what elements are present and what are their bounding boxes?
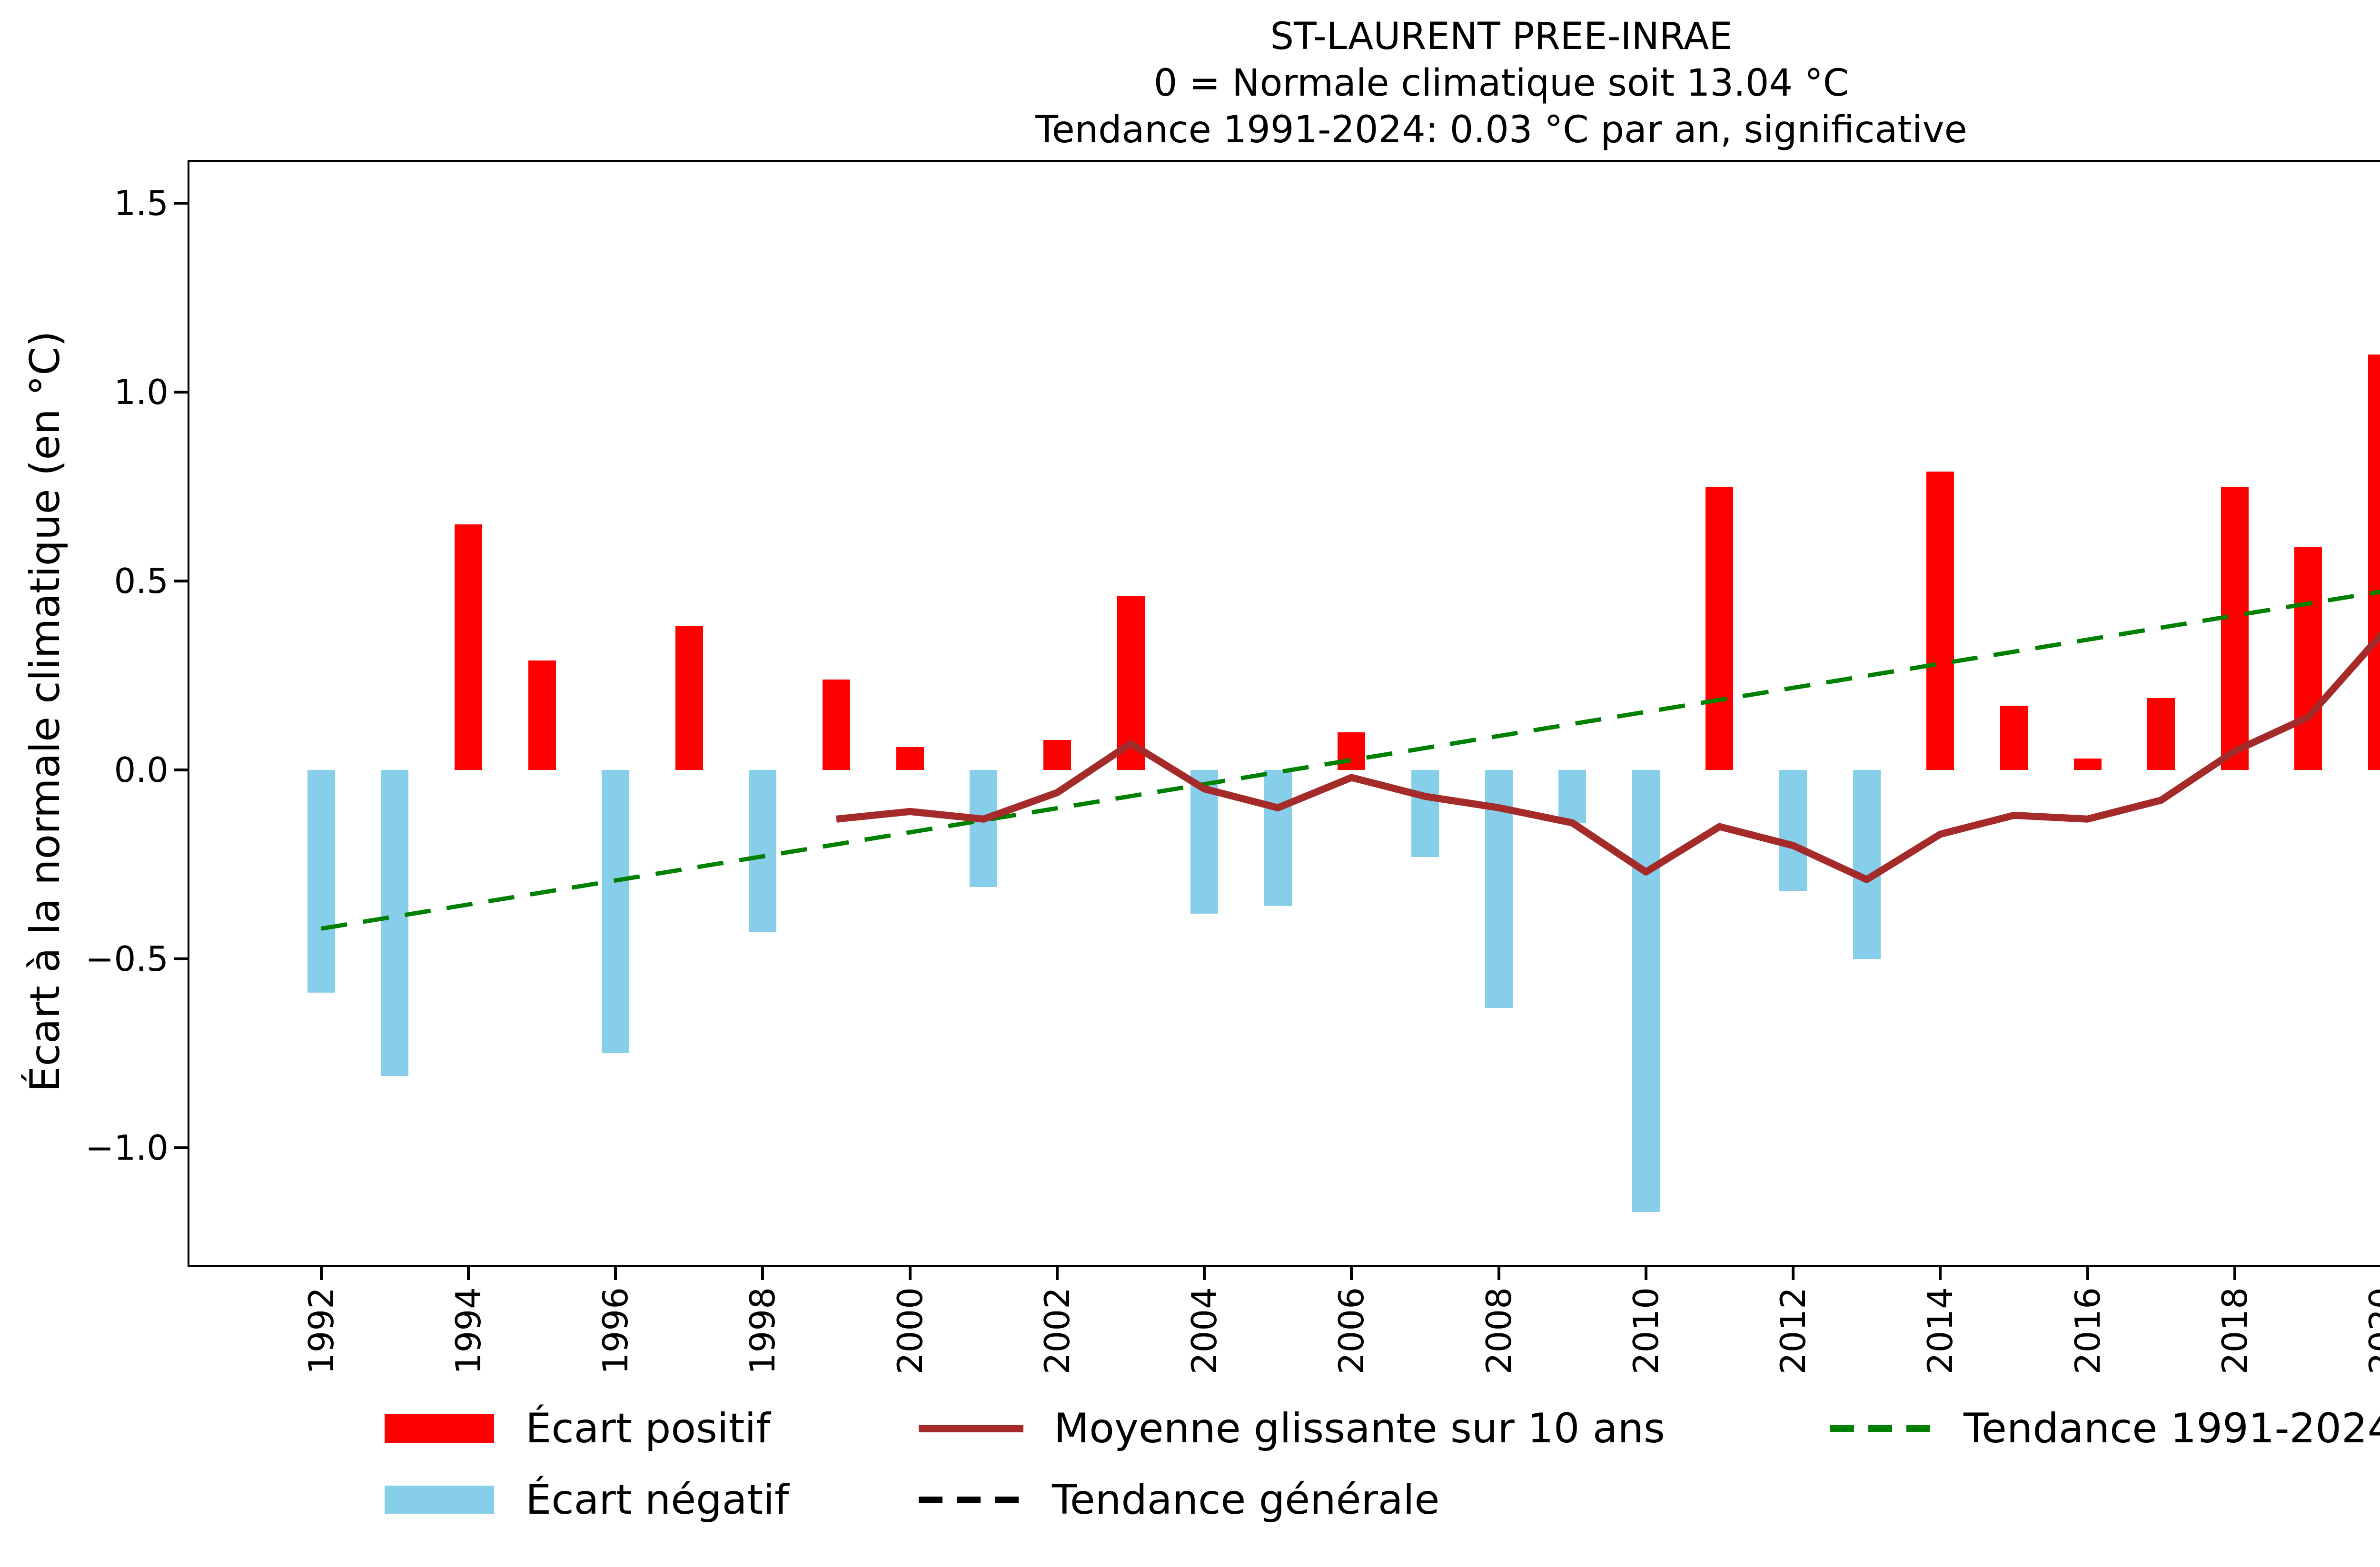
bar-2009 bbox=[1558, 770, 1587, 823]
bars-layer bbox=[189, 162, 2380, 1265]
y-tick-label-−0.5: −0.5 bbox=[85, 938, 169, 979]
plot-area bbox=[188, 160, 2380, 1267]
trend-dash-swatch-icon bbox=[1830, 1425, 1935, 1432]
legend-item-ecart-positif: Écart positif bbox=[385, 1407, 771, 1450]
lines-layer bbox=[321, 590, 2380, 931]
x-tick-label-1994: 1994 bbox=[448, 1287, 488, 1375]
bar-2000 bbox=[896, 747, 924, 770]
bar-2011 bbox=[1706, 486, 1734, 770]
x-tick-label-2020: 2020 bbox=[2361, 1287, 2380, 1375]
bar-1993 bbox=[381, 770, 409, 1076]
chart-subtitle-tendance: Tendance 1991-2024: 0.03 °C par an, sign… bbox=[1035, 108, 1967, 151]
x-tick-2000 bbox=[908, 1267, 912, 1280]
y-tick-−1.0 bbox=[174, 1146, 188, 1149]
y-tick-1.0 bbox=[174, 391, 188, 394]
bar-1996 bbox=[602, 770, 630, 1054]
x-tick-2008 bbox=[1497, 1267, 1500, 1280]
x-tick-1992 bbox=[319, 1267, 323, 1280]
x-tick-2002 bbox=[1055, 1267, 1059, 1280]
x-tick-label-2012: 2012 bbox=[1773, 1287, 1814, 1375]
bar-1995 bbox=[528, 660, 556, 770]
bar-2018 bbox=[2221, 486, 2249, 770]
y-tick-−0.5 bbox=[174, 957, 188, 960]
x-tick-label-1998: 1998 bbox=[743, 1287, 783, 1375]
bar-2013 bbox=[1853, 770, 1881, 959]
x-tick-2004 bbox=[1203, 1267, 1206, 1280]
y-tick-label-−1.0: −1.0 bbox=[85, 1127, 169, 1168]
legend-item-tendance-1991-2024: Tendance 1991-2024 bbox=[1830, 1407, 2380, 1450]
x-tick-label-2002: 2002 bbox=[1037, 1287, 1077, 1375]
bar-2001 bbox=[970, 770, 998, 887]
positive-bar-swatch-icon bbox=[385, 1414, 494, 1443]
x-tick-2018 bbox=[2233, 1267, 2236, 1280]
x-tick-label-2008: 2008 bbox=[1478, 1287, 1519, 1375]
bar-2015 bbox=[2000, 706, 2028, 770]
x-tick-label-2014: 2014 bbox=[1920, 1287, 1961, 1375]
bar-2016 bbox=[2073, 759, 2102, 770]
x-tick-2006 bbox=[1350, 1267, 1353, 1280]
x-tick-2014 bbox=[1939, 1267, 1942, 1280]
moving-average-line bbox=[836, 631, 2380, 883]
moving-average-line-swatch-icon bbox=[919, 1425, 1023, 1432]
bar-2010 bbox=[1632, 770, 1660, 1212]
general-trend-dash-swatch-icon bbox=[919, 1497, 1023, 1503]
legend-item-moyenne-glissante: Moyenne glissante sur 10 ans bbox=[919, 1407, 1665, 1450]
legend-label-tendance-1991-2024: Tendance 1991-2024 bbox=[1964, 1405, 2380, 1452]
negative-bar-swatch-icon bbox=[385, 1486, 494, 1514]
bar-2002 bbox=[1043, 739, 1071, 770]
bar-1999 bbox=[823, 679, 851, 770]
bar-2007 bbox=[1411, 770, 1439, 857]
bar-2019 bbox=[2294, 547, 2322, 770]
x-tick-label-2006: 2006 bbox=[1331, 1287, 1372, 1375]
x-tick-label-2000: 2000 bbox=[890, 1287, 930, 1375]
chart-title: ST-LAURENT PREE-INRAE bbox=[1270, 15, 1733, 58]
legend-label-moyenne-glissante: Moyenne glissante sur 10 ans bbox=[1054, 1405, 1665, 1452]
y-tick-1.5 bbox=[174, 202, 188, 205]
bar-1997 bbox=[675, 626, 703, 770]
bar-1994 bbox=[454, 524, 482, 770]
y-tick-label-1.5: 1.5 bbox=[114, 183, 169, 224]
legend-label-tendance-generale: Tendance générale bbox=[1052, 1476, 1440, 1524]
bar-2012 bbox=[1779, 770, 1807, 891]
y-tick-0.0 bbox=[174, 769, 188, 772]
x-tick-2012 bbox=[1792, 1267, 1795, 1280]
chart-title-block: ST-LAURENT PREE-INRAE 0 = Normale climat… bbox=[189, 13, 2380, 153]
x-tick-1996 bbox=[614, 1267, 617, 1280]
legend-item-ecart-negatif: Écart négatif bbox=[385, 1478, 789, 1521]
y-tick-label-1.0: 1.0 bbox=[114, 372, 169, 413]
legend-label-ecart-positif: Écart positif bbox=[526, 1405, 771, 1452]
x-tick-label-2010: 2010 bbox=[1626, 1287, 1666, 1375]
bar-1998 bbox=[749, 770, 777, 933]
bar-2014 bbox=[1926, 471, 1954, 770]
x-tick-2016 bbox=[2086, 1267, 2089, 1280]
x-tick-label-1992: 1992 bbox=[301, 1287, 341, 1375]
y-tick-label-0.0: 0.0 bbox=[114, 750, 169, 790]
x-tick-label-2016: 2016 bbox=[2067, 1287, 2108, 1375]
bar-2005 bbox=[1264, 770, 1292, 906]
x-tick-label-2004: 2004 bbox=[1184, 1287, 1225, 1375]
x-tick-label-1996: 1996 bbox=[595, 1287, 636, 1375]
legend-item-tendance-generale: Tendance générale bbox=[919, 1478, 1439, 1521]
chart-subtitle-normale: 0 = Normale climatique soit 13.04 °C bbox=[1153, 62, 1849, 105]
bar-1992 bbox=[307, 770, 335, 993]
trend-line bbox=[321, 590, 2380, 931]
x-tick-label-2018: 2018 bbox=[2214, 1287, 2255, 1375]
y-tick-label-0.5: 0.5 bbox=[114, 561, 169, 601]
x-tick-1994 bbox=[466, 1267, 470, 1280]
bar-2020 bbox=[2368, 354, 2380, 770]
x-tick-1998 bbox=[761, 1267, 764, 1280]
bar-2017 bbox=[2147, 698, 2175, 770]
y-tick-0.5 bbox=[174, 580, 188, 583]
x-tick-2010 bbox=[1644, 1267, 1647, 1280]
legend-label-ecart-negatif: Écart négatif bbox=[526, 1476, 789, 1524]
